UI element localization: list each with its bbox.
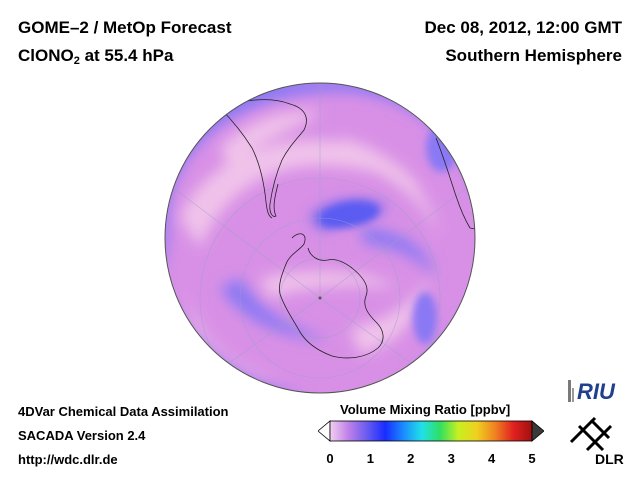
south-pole-marker xyxy=(318,296,322,300)
colorbar-tick-label: 3 xyxy=(447,451,455,466)
globe-outline xyxy=(164,82,476,394)
colorbar-gradient xyxy=(329,420,533,442)
colorbar xyxy=(318,420,544,442)
colorbar-tick-label: 2 xyxy=(407,451,415,466)
footer-version: SACADA Version 2.4 xyxy=(18,428,146,443)
south-america-west-coast xyxy=(219,107,273,219)
riu-logo: RIU xyxy=(568,379,616,404)
map-title: GOME–2 / MetOp Forecast xyxy=(18,18,232,37)
forecast-date: Dec 08, 2012, 12:00 GMT xyxy=(424,18,622,37)
dlr-logo-text: DLR xyxy=(595,451,624,467)
africa-coast xyxy=(435,137,475,231)
species-label: ClONO2 at 55.4 hPa xyxy=(18,46,173,67)
dlr-logo: DLR xyxy=(569,416,624,467)
species-name: ClONO xyxy=(18,46,74,65)
colorbar-over-arrow xyxy=(531,420,544,442)
footer-url[interactable]: http://wdc.dlr.de xyxy=(18,452,118,467)
footer-assimilation: 4DVar Chemical Data Assimilation xyxy=(18,404,229,419)
colorbar-under-arrow xyxy=(318,420,331,442)
dlr-emblem-icon xyxy=(569,416,613,452)
globe-map xyxy=(164,82,476,394)
pressure-level: at 55.4 hPa xyxy=(79,46,174,65)
colorbar-title: Volume Mixing Ratio [ppbv] xyxy=(340,402,511,417)
concentration-field xyxy=(165,83,475,393)
species-subscript: 2 xyxy=(73,55,80,67)
colorbar-tick-label: 1 xyxy=(366,451,375,466)
antarctica-coast xyxy=(279,233,384,359)
south-america-coast xyxy=(219,99,307,217)
colorbar-tick-label: 5 xyxy=(528,451,536,466)
hemisphere-label: Southern Hemisphere xyxy=(445,46,622,65)
riu-logo-text: RIU xyxy=(577,379,616,404)
colorbar-tick-label: 4 xyxy=(487,451,496,466)
colorbar-tick-label: 0 xyxy=(326,451,334,466)
